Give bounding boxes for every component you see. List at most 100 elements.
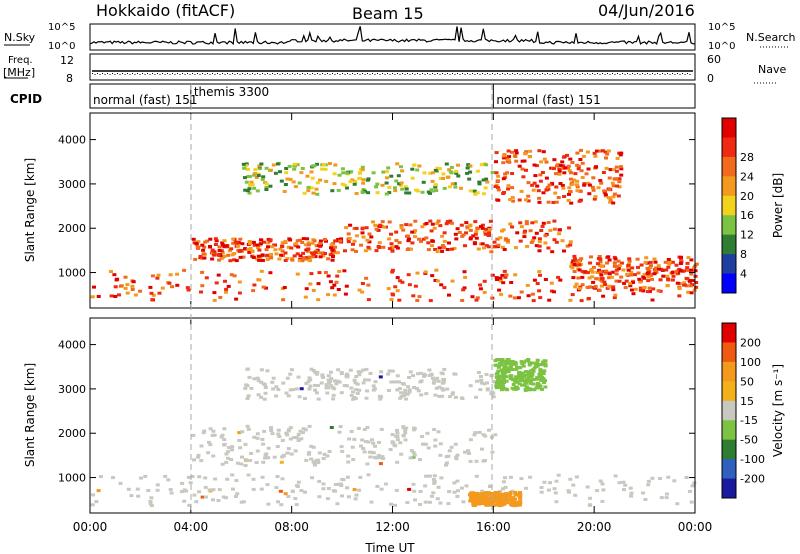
power-echo-cell <box>241 162 246 166</box>
velocity-echo-cell <box>650 476 655 480</box>
power-colorbar-tick: 20 <box>740 190 754 203</box>
power-echo-cell <box>395 289 400 293</box>
velocity-echo-cell <box>270 432 275 436</box>
power-echo-cell <box>478 283 483 287</box>
power-echo-cell <box>212 250 217 254</box>
power-echo-cell <box>576 167 581 171</box>
velocity-echo-cell <box>248 459 253 462</box>
velocity-echo-cell <box>518 496 523 499</box>
velocity-echo-cell <box>483 459 487 462</box>
velocity-echo-cell <box>476 500 481 504</box>
velocity-echo-cell <box>310 476 315 480</box>
velocity-echo-cell <box>478 498 483 501</box>
velocity-echo-cell <box>364 440 368 444</box>
power-echo-cell <box>595 262 600 266</box>
power-echo-cell <box>148 285 153 289</box>
power-echo-cell <box>293 185 298 189</box>
velocity-echo-cell <box>371 384 376 388</box>
velocity-echo-cell <box>325 454 330 458</box>
velocity-echo-cell <box>437 394 442 398</box>
velocity-echo-cell <box>447 449 452 453</box>
velocity-echo-cell <box>266 456 271 460</box>
velocity-echo-cell <box>508 365 513 369</box>
power-echo-cell <box>395 162 400 166</box>
velocity-echo-cell <box>314 372 319 376</box>
velocity-echo-cell <box>233 495 238 498</box>
power-echo-cell <box>635 257 640 261</box>
power-colorbar-tick: 12 <box>740 229 754 242</box>
velocity-echo-cell <box>514 377 519 381</box>
power-echo-cell <box>404 187 409 191</box>
velocity-echo-cell <box>538 374 543 378</box>
power-echo-cell <box>501 228 506 232</box>
power-echo-cell <box>468 170 473 174</box>
velocity-echo-cell <box>203 485 208 489</box>
power-echo-cell <box>430 179 435 183</box>
power-echo-cell <box>612 192 617 196</box>
power-echo-cell <box>385 170 389 174</box>
power-echo-cell <box>595 271 600 274</box>
velocity-echo-cell <box>235 492 240 496</box>
velocity-echo-cell <box>251 487 256 491</box>
velocity-echo-cell <box>377 440 381 444</box>
velocity-echo-cell <box>349 430 354 433</box>
velocity-echo-cell <box>516 375 521 379</box>
velocity-echo-cell <box>441 378 446 382</box>
velocity-echo-cell <box>276 428 281 432</box>
nsky-right-tick-top: 10^5 <box>708 22 735 33</box>
power-echo-cell <box>307 255 312 259</box>
power-echo-cell <box>247 240 252 243</box>
velocity-echo-cell <box>211 498 215 502</box>
power-echo-cell <box>638 286 643 290</box>
power-echo-cell <box>415 168 420 172</box>
power-echo-cell <box>541 191 546 195</box>
power-echo-cell <box>229 273 234 277</box>
velocity-echo-cell <box>552 487 557 491</box>
power-echo-cell <box>410 230 415 234</box>
power-echo-cell <box>366 298 371 302</box>
velocity-xlabel: Time UT <box>364 541 415 554</box>
velocity-echo-cell <box>149 504 154 508</box>
velocity-echo-cell <box>285 451 290 455</box>
velocity-echo-cell <box>286 495 291 498</box>
power-echo-cell <box>403 185 408 189</box>
power-echo-cell <box>151 293 156 297</box>
velocity-echo-cell <box>539 378 544 382</box>
velocity-echo-cell <box>554 500 559 504</box>
velocity-echo-cell <box>259 487 264 491</box>
velocity-echo-cell <box>313 370 318 374</box>
velocity-echo-cell <box>436 485 441 489</box>
velocity-echo-cell <box>520 372 525 376</box>
velocity-echo-cell <box>259 368 264 372</box>
power-echo-cell <box>406 239 411 243</box>
time-tick-label: 20:00 <box>577 520 612 534</box>
power-echo-cell <box>326 257 331 261</box>
power-echo-cell <box>256 246 260 250</box>
power-echo-cell <box>417 164 422 168</box>
power-echo-cell <box>262 240 266 244</box>
power-echo-cell <box>252 243 257 247</box>
power-echo-cell <box>641 289 646 293</box>
power-echo-cell <box>400 169 405 173</box>
velocity-echo-cell <box>269 426 273 430</box>
time-tick-label: 12:00 <box>375 520 410 534</box>
power-echo-cell <box>182 268 187 272</box>
power-echo-cell <box>648 260 653 264</box>
power-echo-cell <box>531 188 536 192</box>
power-echo-cell <box>444 162 449 166</box>
velocity-echo-cell <box>191 433 196 437</box>
velocity-echo-cell <box>511 360 516 364</box>
power-echo-cell <box>283 259 288 262</box>
velocity-echo-cell <box>197 490 201 494</box>
velocity-echo-cell <box>535 377 540 381</box>
station-title: Hokkaido (fitACF) <box>96 1 235 20</box>
power-echo-cell <box>499 292 504 296</box>
power-echo-cell <box>508 222 513 226</box>
power-echo-cell <box>450 182 455 186</box>
velocity-echo-cell <box>394 380 399 384</box>
power-echo-cell <box>199 290 203 294</box>
velocity-echo-cell <box>319 381 324 385</box>
power-echo-cell <box>570 293 575 297</box>
velocity-echo-cell <box>447 490 452 494</box>
nsky-right-tick-bottom: 10^0 <box>708 41 735 52</box>
